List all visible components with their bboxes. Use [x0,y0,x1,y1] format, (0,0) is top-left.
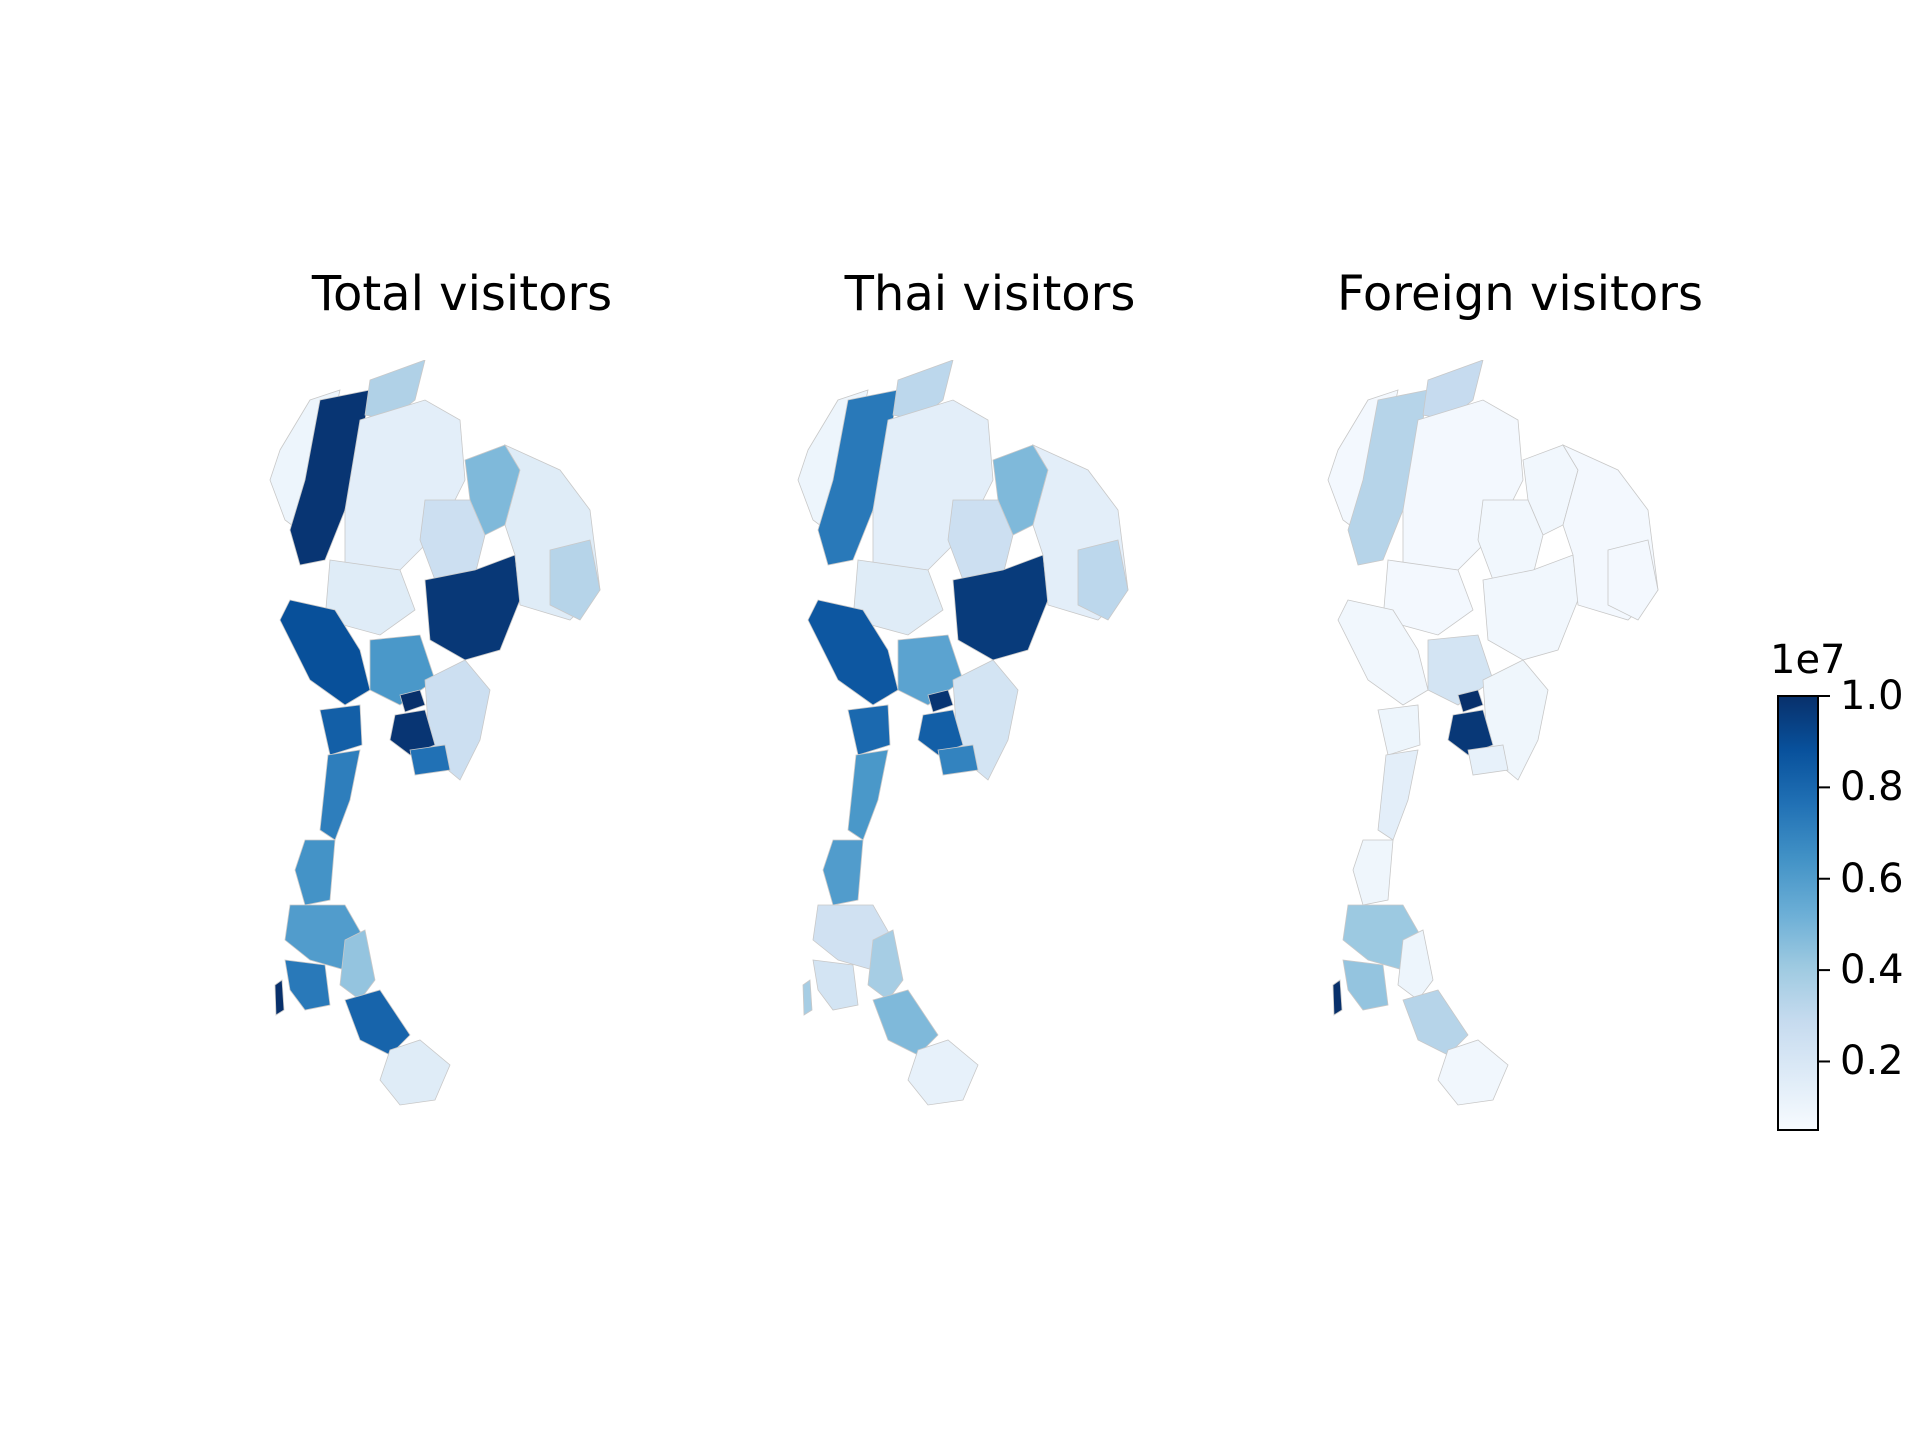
region-south_rest [1437,1039,1509,1106]
region-ubon [1607,539,1659,621]
panel-title-thai: Thai visitors [844,266,1136,322]
region-khonkaen [947,499,1014,581]
colorbar-tick-label: 0.2 [1840,1038,1904,1085]
region-khonkaen [419,499,486,581]
region-south_rest [907,1039,979,1106]
region-rayong [1467,744,1509,776]
region-krabi [284,959,331,1011]
region-rayong [409,744,451,776]
region-prachuap [1377,749,1419,841]
panel-title-total: Total visitors [311,266,613,322]
colorbar-bar [1777,695,1819,1131]
region-chumphon [294,839,336,906]
region-phetchaburi [1377,704,1421,756]
colorbar-tick-label: 1.0 [1840,673,1904,719]
region-phetchaburi [319,704,363,756]
region-phuket [274,979,285,1016]
region-songkhla [1402,989,1469,1056]
region-south_rest [379,1039,451,1106]
region-khonkaen [1477,499,1544,581]
region-kanchanaburi [279,599,371,706]
region-prachuap [319,749,361,841]
region-nakhonsi [339,929,376,1001]
region-songkhla [872,989,939,1056]
region-nakhonsi [1397,929,1434,1001]
region-phetchaburi [847,704,891,756]
map-thai-visitors [797,360,1129,1106]
region-krabi [1342,959,1389,1011]
region-chumphon [822,839,864,906]
region-chumphon [1352,839,1394,906]
region-krabi [812,959,859,1011]
region-nakhonratchasima [1482,554,1579,661]
map-foreign-visitors [1327,360,1659,1106]
region-ubon [1077,539,1129,621]
region-phuket [1332,979,1343,1016]
colorbar: 1e7 1.0 0.8 0.6 0.4 0.2 [1770,640,1920,1140]
region-kanchanaburi [1337,599,1429,706]
colorbar-tick-label: 0.8 [1840,764,1904,811]
region-bangkok [1457,689,1484,713]
colorbar-tick-label: 0.6 [1840,855,1904,902]
region-prachuap [847,749,889,841]
region-kanchanaburi [807,599,899,706]
region-phuket [802,979,813,1016]
map-total-visitors [269,360,601,1106]
region-nakhonsi [867,929,904,1001]
region-nakhonratchasima [424,554,521,661]
panel-title-foreign: Foreign visitors [1337,266,1703,322]
colorbar-gradient [1777,695,1830,1131]
colorbar-tick-label: 0.4 [1840,947,1904,994]
colorbar-exponent-label: 1e7 [1770,637,1846,683]
region-rayong [937,744,979,776]
region-songkhla [344,989,411,1056]
region-bangkok [927,689,954,713]
region-nakhonratchasima [952,554,1049,661]
region-ubon [549,539,601,621]
region-bangkok [399,689,426,713]
